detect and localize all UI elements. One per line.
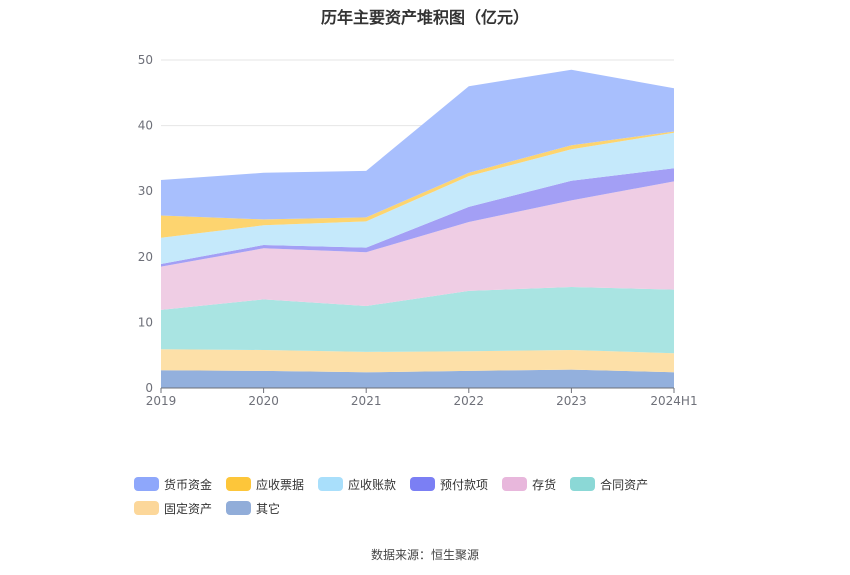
legend-label: 固定资产 bbox=[164, 501, 213, 516]
x-tick-label: 2022 bbox=[454, 394, 485, 408]
area-series-3 bbox=[161, 181, 674, 310]
chart-title: 历年主要资产堆积图（亿元） bbox=[320, 8, 529, 27]
area-series-4 bbox=[161, 168, 674, 267]
area-series-0 bbox=[161, 369, 674, 388]
chart-legend: 货币资金 应收票据 应收账款 预付款项 存货 合同资产固定资产 其它 bbox=[134, 472, 734, 520]
legend-label: 货币资金 bbox=[164, 477, 213, 492]
legend-swatch bbox=[226, 477, 252, 491]
legend-item[interactable]: 存货 bbox=[502, 472, 556, 496]
legend-label: 预付款项 bbox=[440, 477, 489, 492]
area-series-6 bbox=[161, 131, 674, 238]
legend-item[interactable]: 固定资产 bbox=[134, 496, 212, 520]
legend-item[interactable]: 其它 bbox=[226, 496, 280, 520]
legend-item[interactable]: 应收票据 bbox=[226, 472, 304, 496]
legend-label: 应收票据 bbox=[256, 477, 305, 492]
y-tick-label: 40 bbox=[138, 119, 153, 133]
legend-label: 合同资产 bbox=[600, 477, 649, 492]
x-tick-label: 2024H1 bbox=[650, 394, 697, 408]
area-series-7 bbox=[161, 69, 674, 220]
y-tick-label: 50 bbox=[138, 53, 153, 67]
y-tick-label: 20 bbox=[138, 250, 153, 264]
data-source: 数据来源：恒生聚源 bbox=[370, 548, 479, 562]
x-tick-label: 2020 bbox=[248, 394, 279, 408]
x-tick-label: 2019 bbox=[146, 394, 177, 408]
stacked-area-chart: 0 10 20 30 40 50 2019 2020 2021 2022 2023 2024H1 bbox=[138, 53, 698, 408]
area-series-1 bbox=[161, 349, 674, 373]
legend-item[interactable]: 货币资金 bbox=[134, 472, 212, 496]
y-tick-label: 30 bbox=[138, 184, 153, 198]
y-tick-label: 10 bbox=[138, 315, 153, 329]
area-series-5 bbox=[161, 132, 674, 264]
legend-swatch bbox=[318, 477, 344, 491]
x-tick-label: 2021 bbox=[351, 394, 382, 408]
legend-swatch bbox=[502, 477, 528, 491]
y-tick-label: 0 bbox=[145, 381, 153, 395]
area-series-2 bbox=[161, 287, 674, 354]
legend-label: 存货 bbox=[532, 477, 557, 492]
legend-swatch bbox=[570, 477, 596, 491]
legend-swatch bbox=[410, 477, 436, 491]
legend-swatch bbox=[226, 501, 252, 515]
legend-swatch bbox=[134, 501, 159, 515]
x-tick-label: 2023 bbox=[556, 394, 587, 408]
legend-swatch bbox=[134, 477, 159, 491]
legend-label: 应收账款 bbox=[348, 477, 397, 492]
legend-item[interactable]: 合同资产 bbox=[570, 472, 648, 496]
legend-label: 其它 bbox=[256, 501, 281, 516]
legend-item[interactable]: 预付款项 bbox=[410, 472, 488, 496]
legend-item[interactable]: 应收账款 bbox=[318, 472, 396, 496]
